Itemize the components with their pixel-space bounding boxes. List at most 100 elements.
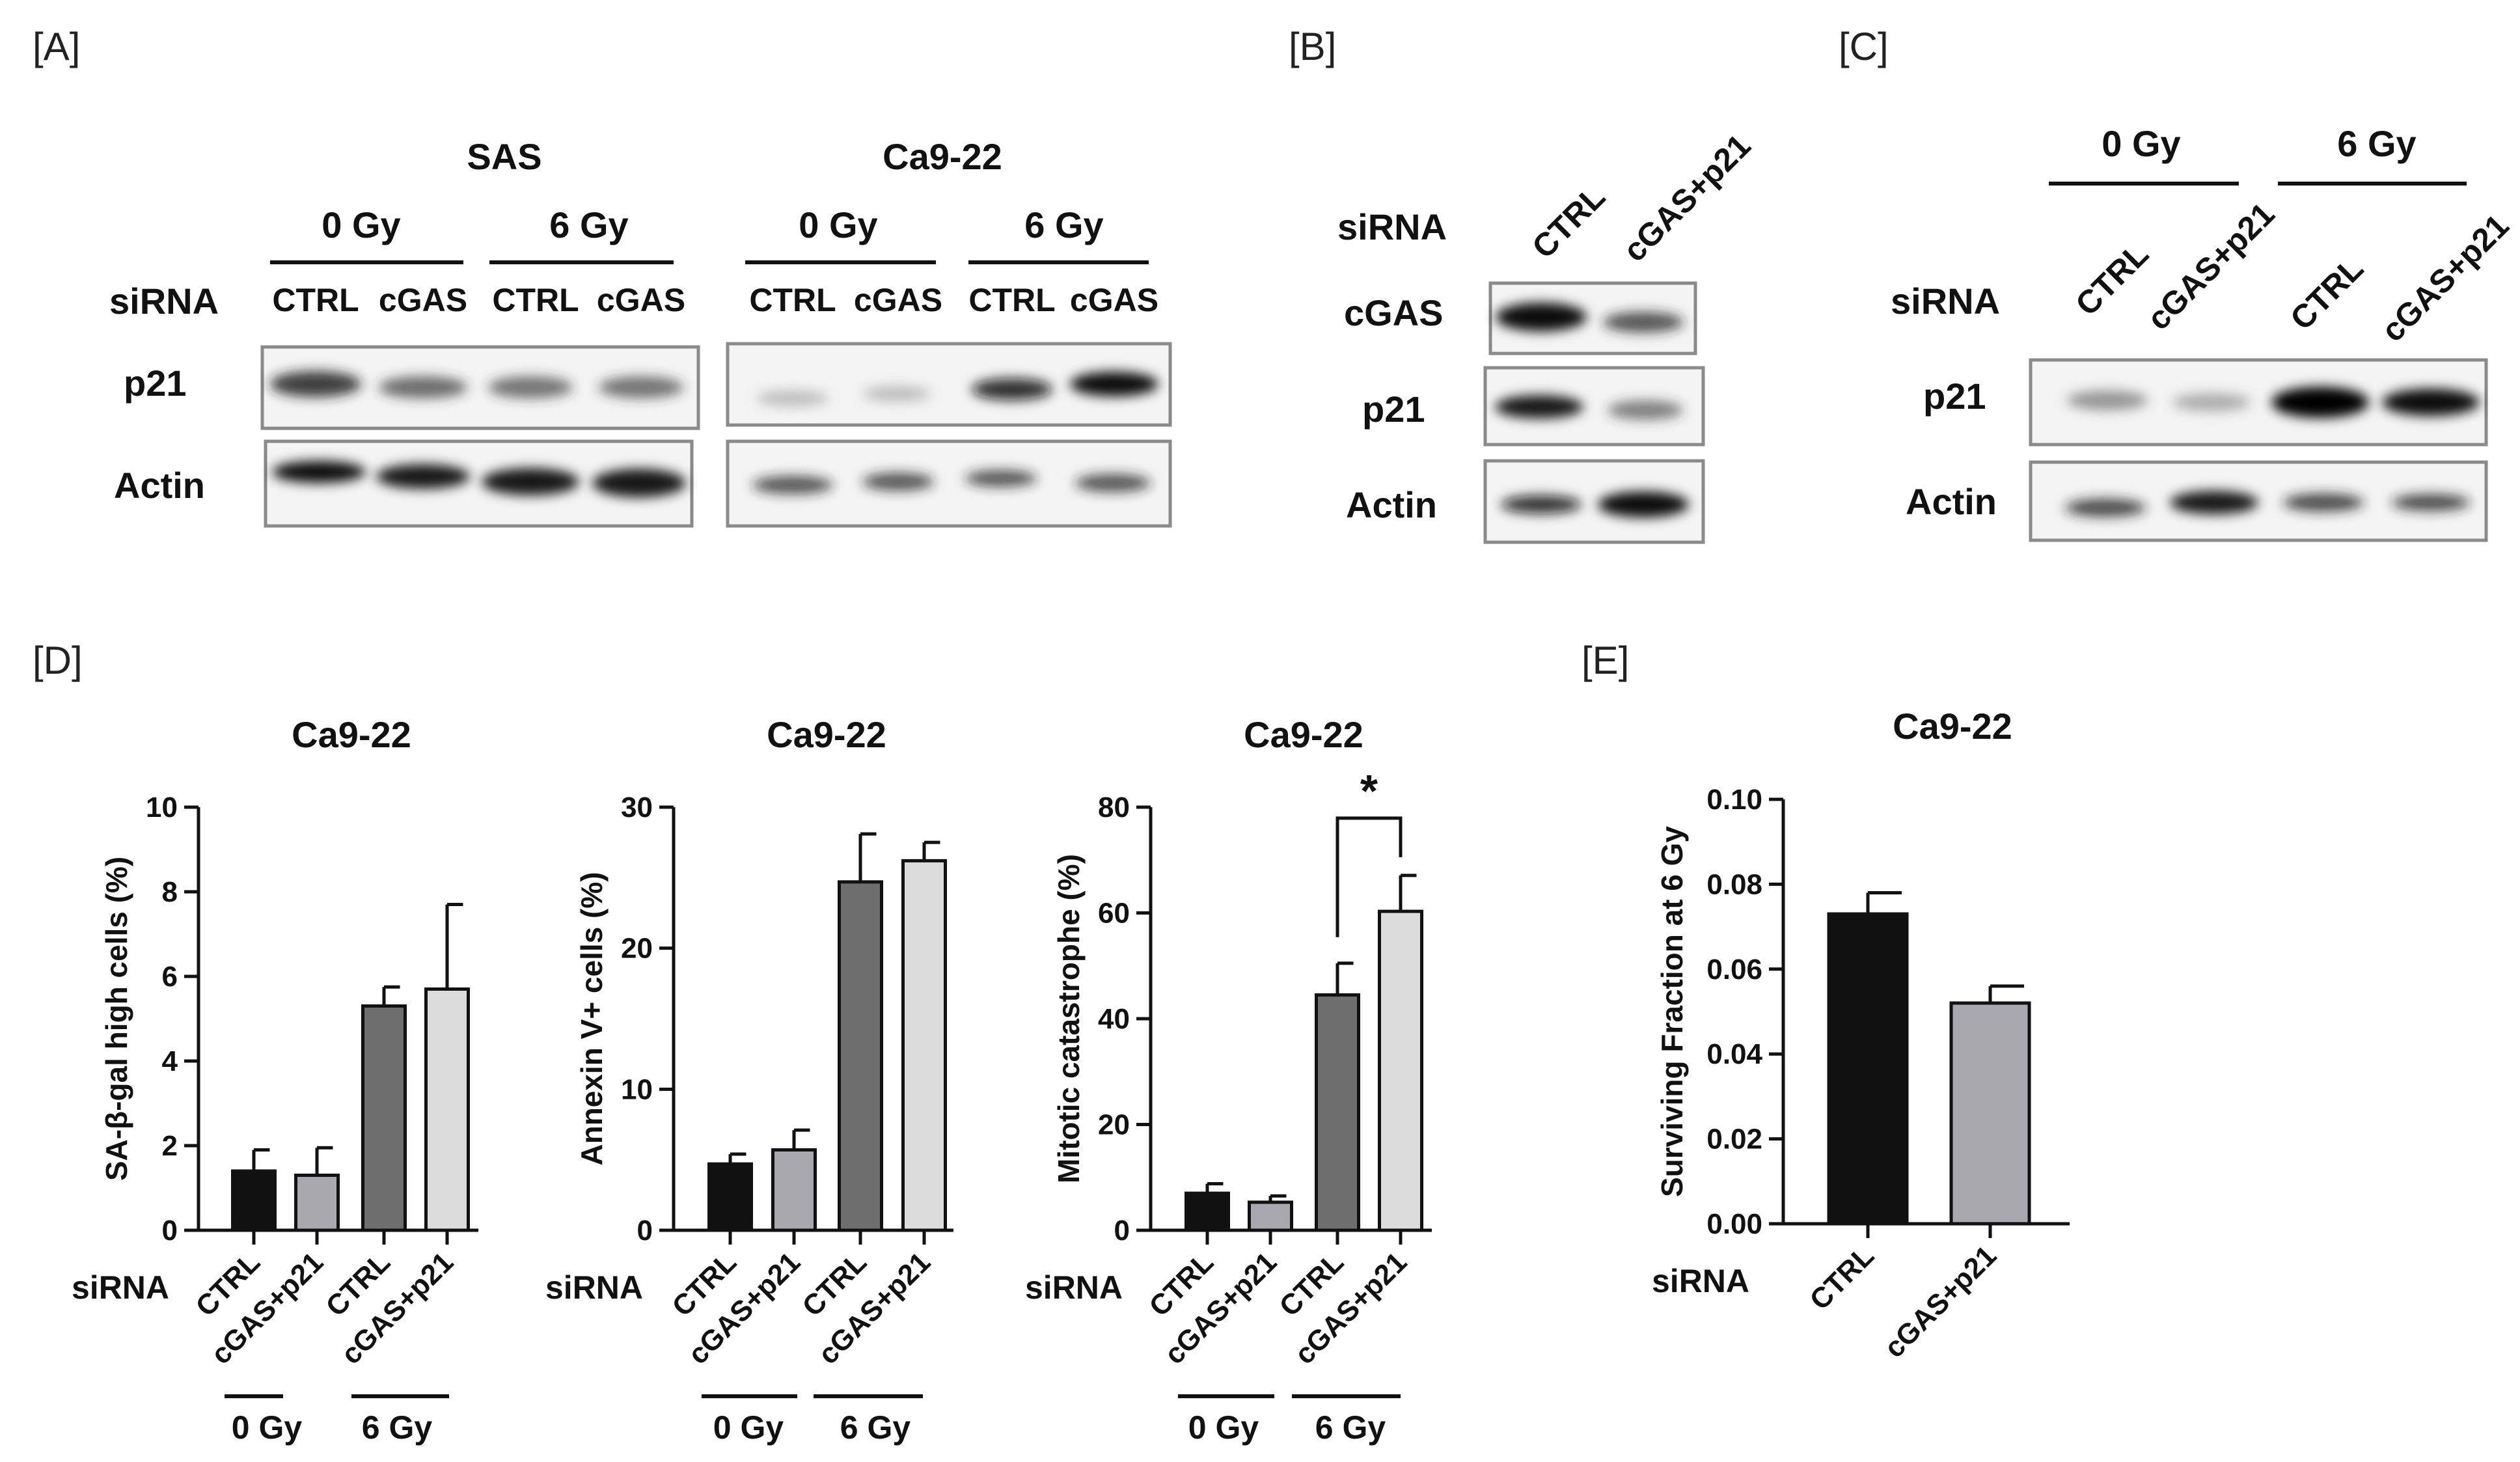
panel-b: [B] siRNA CTRL cGAS+p21 cGAS p21 Actin: [1289, 25, 1758, 544]
chart-title: Ca9-22: [1893, 706, 2012, 747]
panel-a-label: [A]: [33, 25, 80, 68]
lane-label: cGAS+p21: [2374, 207, 2515, 348]
bar: [1378, 909, 1423, 1232]
y-tick-label: 4: [162, 1045, 178, 1077]
sirna-label: siRNA: [72, 1269, 169, 1306]
lane-label: cGAS+p21: [1616, 127, 1757, 268]
dose-sas-6gy: 6 Gy: [549, 204, 628, 245]
blot-row-label-p21: p21: [1362, 389, 1425, 430]
y-tick-label: 10: [146, 792, 178, 823]
y-axis-label: Annexin V+ cells (%): [575, 872, 609, 1165]
sirna-label: siRNA: [545, 1269, 643, 1306]
y-tick-label: 8: [162, 876, 178, 908]
y-tick-label: 20: [1098, 1109, 1130, 1141]
y-tick-label: 0.10: [1706, 784, 1762, 816]
group-label: 6 Gy: [362, 1409, 433, 1446]
significance-bracket: [1335, 816, 1403, 937]
blot-row-label-cgas: cGAS: [1344, 292, 1444, 333]
panel-a: [A] SAS Ca9-22 0 Gy 6 Gy 0 Gy 6 Gy siRNA…: [33, 25, 1172, 528]
lane-label: CTRL: [1525, 178, 1612, 266]
blot-bands: [1495, 303, 1689, 517]
group-label: 0 Gy: [232, 1409, 303, 1446]
panel-d-label: [D]: [33, 639, 83, 682]
blot-bands: [2065, 387, 2480, 517]
y-tick-label: 0.08: [1706, 868, 1762, 900]
bar: [424, 987, 470, 1232]
bar: [361, 1004, 407, 1232]
sirna-label-c: siRNA: [1891, 281, 2000, 322]
x-category-label: cGAS+p21: [1878, 1239, 2003, 1364]
panel-c-label: [C]: [1839, 25, 1889, 68]
y-tick-label: 30: [621, 792, 653, 823]
lane-label: CTRL: [968, 282, 1055, 318]
chart-title: Ca9-22: [1244, 714, 1363, 755]
lane-label: cGAS: [379, 282, 467, 318]
panel-c: [C] 0 Gy 6 Gy siRNA CTRL cGAS+p21 CTRL c…: [1839, 25, 2516, 542]
lane-label: CTRL: [2283, 250, 2370, 337]
bar: [707, 1162, 753, 1232]
lane-label: cGAS: [597, 282, 685, 318]
bar: [838, 880, 883, 1232]
lane-label: CTRL: [749, 282, 836, 318]
y-tick-label: 2: [162, 1130, 178, 1162]
significance-mark: *: [1360, 765, 1378, 816]
dose-c-0gy: 0 Gy: [2102, 123, 2180, 164]
blot-row-label-actin: Actin: [114, 465, 205, 506]
dose-c-6gy: 6 Gy: [2337, 123, 2416, 164]
blot-row-label-actin: Actin: [1346, 484, 1437, 525]
bar: [1949, 1001, 2031, 1226]
lane-label: cGAS: [1070, 282, 1158, 318]
y-tick-label: 20: [621, 933, 653, 965]
chart-surviving-fraction: Ca9-22 0.00 0.02 0.04 0.06 0.08 0.10 Surviving …: [1652, 706, 2070, 1364]
panel-e-label: [E]: [1582, 639, 1629, 682]
y-tick-label: 0.04: [1706, 1038, 1762, 1070]
bar: [1185, 1191, 1230, 1232]
blot-row-label-actin: Actin: [1906, 481, 1997, 522]
group-label: 6 Gy: [840, 1409, 911, 1446]
y-tick-label: 40: [1098, 1003, 1130, 1035]
bar: [1248, 1200, 1293, 1232]
blot-row-label-p21: p21: [1923, 376, 1986, 417]
sirna-label-b: siRNA: [1337, 206, 1447, 247]
bar: [901, 859, 947, 1232]
panel-b-label: [B]: [1289, 25, 1336, 68]
bar: [294, 1174, 340, 1232]
y-tick-label: 0: [1114, 1215, 1130, 1247]
bar: [771, 1148, 817, 1232]
cell-line-sas: SAS: [467, 136, 541, 177]
y-tick-label: 0.02: [1706, 1124, 1762, 1155]
bar: [231, 1169, 277, 1232]
y-tick-label: 80: [1098, 792, 1130, 823]
x-category-label: CTRL: [1803, 1239, 1880, 1316]
lane-label: CTRL: [492, 282, 579, 318]
y-tick-label: 0.06: [1706, 954, 1762, 986]
dose-ca922-6gy: 6 Gy: [1024, 204, 1103, 245]
blot-bands: [270, 371, 1158, 497]
sirna-label: siRNA: [1025, 1269, 1123, 1306]
lane-label: CTRL: [272, 282, 359, 318]
lane-label: cGAS+p21: [2140, 195, 2281, 337]
sirna-label-a: siRNA: [109, 281, 219, 322]
y-axis-label: Surviving Fraction at 6 Gy: [1655, 826, 1689, 1197]
bar: [1315, 993, 1360, 1232]
dose-sas-0gy: 0 Gy: [322, 204, 400, 245]
y-axis-label: SA-β-gal high cells (%): [100, 857, 133, 1181]
y-tick-label: 0: [637, 1215, 653, 1247]
y-tick-label: 0: [162, 1215, 178, 1247]
group-label: 0 Gy: [713, 1409, 784, 1446]
sirna-label: siRNA: [1652, 1263, 1749, 1299]
y-tick-label: 6: [162, 961, 178, 993]
blot-row-label-p21: p21: [124, 363, 187, 404]
group-label: 0 Gy: [1188, 1409, 1259, 1446]
y-axis-label: Mitotic catastrophe (%): [1052, 854, 1086, 1183]
y-tick-label: 60: [1098, 898, 1130, 930]
bar: [1827, 912, 1909, 1226]
group-label: 6 Gy: [1315, 1409, 1386, 1446]
chart-title: Ca9-22: [767, 714, 886, 755]
chart-title: Ca9-22: [292, 714, 411, 755]
lane-label: cGAS: [854, 282, 942, 318]
